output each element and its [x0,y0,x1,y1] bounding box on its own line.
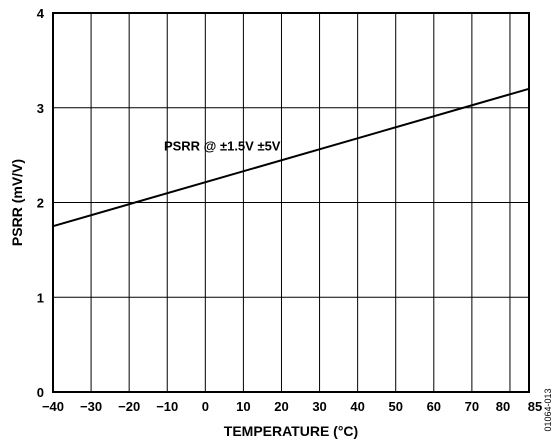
x-tick-label: 50 [388,399,402,414]
series-line-0 [52,87,530,228]
series-annotation: PSRR @ ±1.5V ±5V [164,139,281,154]
x-tick-label: 30 [312,399,326,414]
y-tick-label: 4 [37,6,45,21]
series-layer [52,87,530,228]
plot-frame [52,12,530,393]
x-tick-label: −40 [42,399,64,414]
figure-id: 01064-013 [543,388,553,431]
x-tick-label: 40 [350,399,364,414]
x-tick-label: 0 [202,399,209,414]
x-tick-label: −30 [80,399,102,414]
y-tick-labels: 0 1 2 3 4 [37,6,45,400]
y-tick-label: 2 [37,196,44,211]
x-axis-title: TEMPERATURE (°C) [224,423,358,439]
y-tick-label: 0 [37,385,44,400]
x-tick-label: 20 [274,399,288,414]
x-tick-label: 10 [236,399,250,414]
x-tick-label: 80 [496,399,510,414]
x-tick-label: 70 [465,399,479,414]
x-tick-label: −20 [118,399,140,414]
x-tick-label: 85 [528,399,542,414]
x-tick-label: −10 [156,399,178,414]
y-tick-label: 3 [37,101,44,116]
y-axis-title: PSRR (mV/V) [9,159,25,246]
x-tick-label: 60 [427,399,441,414]
y-tick-label: 1 [37,290,44,305]
grid [52,12,530,393]
x-tick-labels: −40 −30 −20 −10 0 10 20 30 40 50 60 70 80 85 [42,399,542,414]
